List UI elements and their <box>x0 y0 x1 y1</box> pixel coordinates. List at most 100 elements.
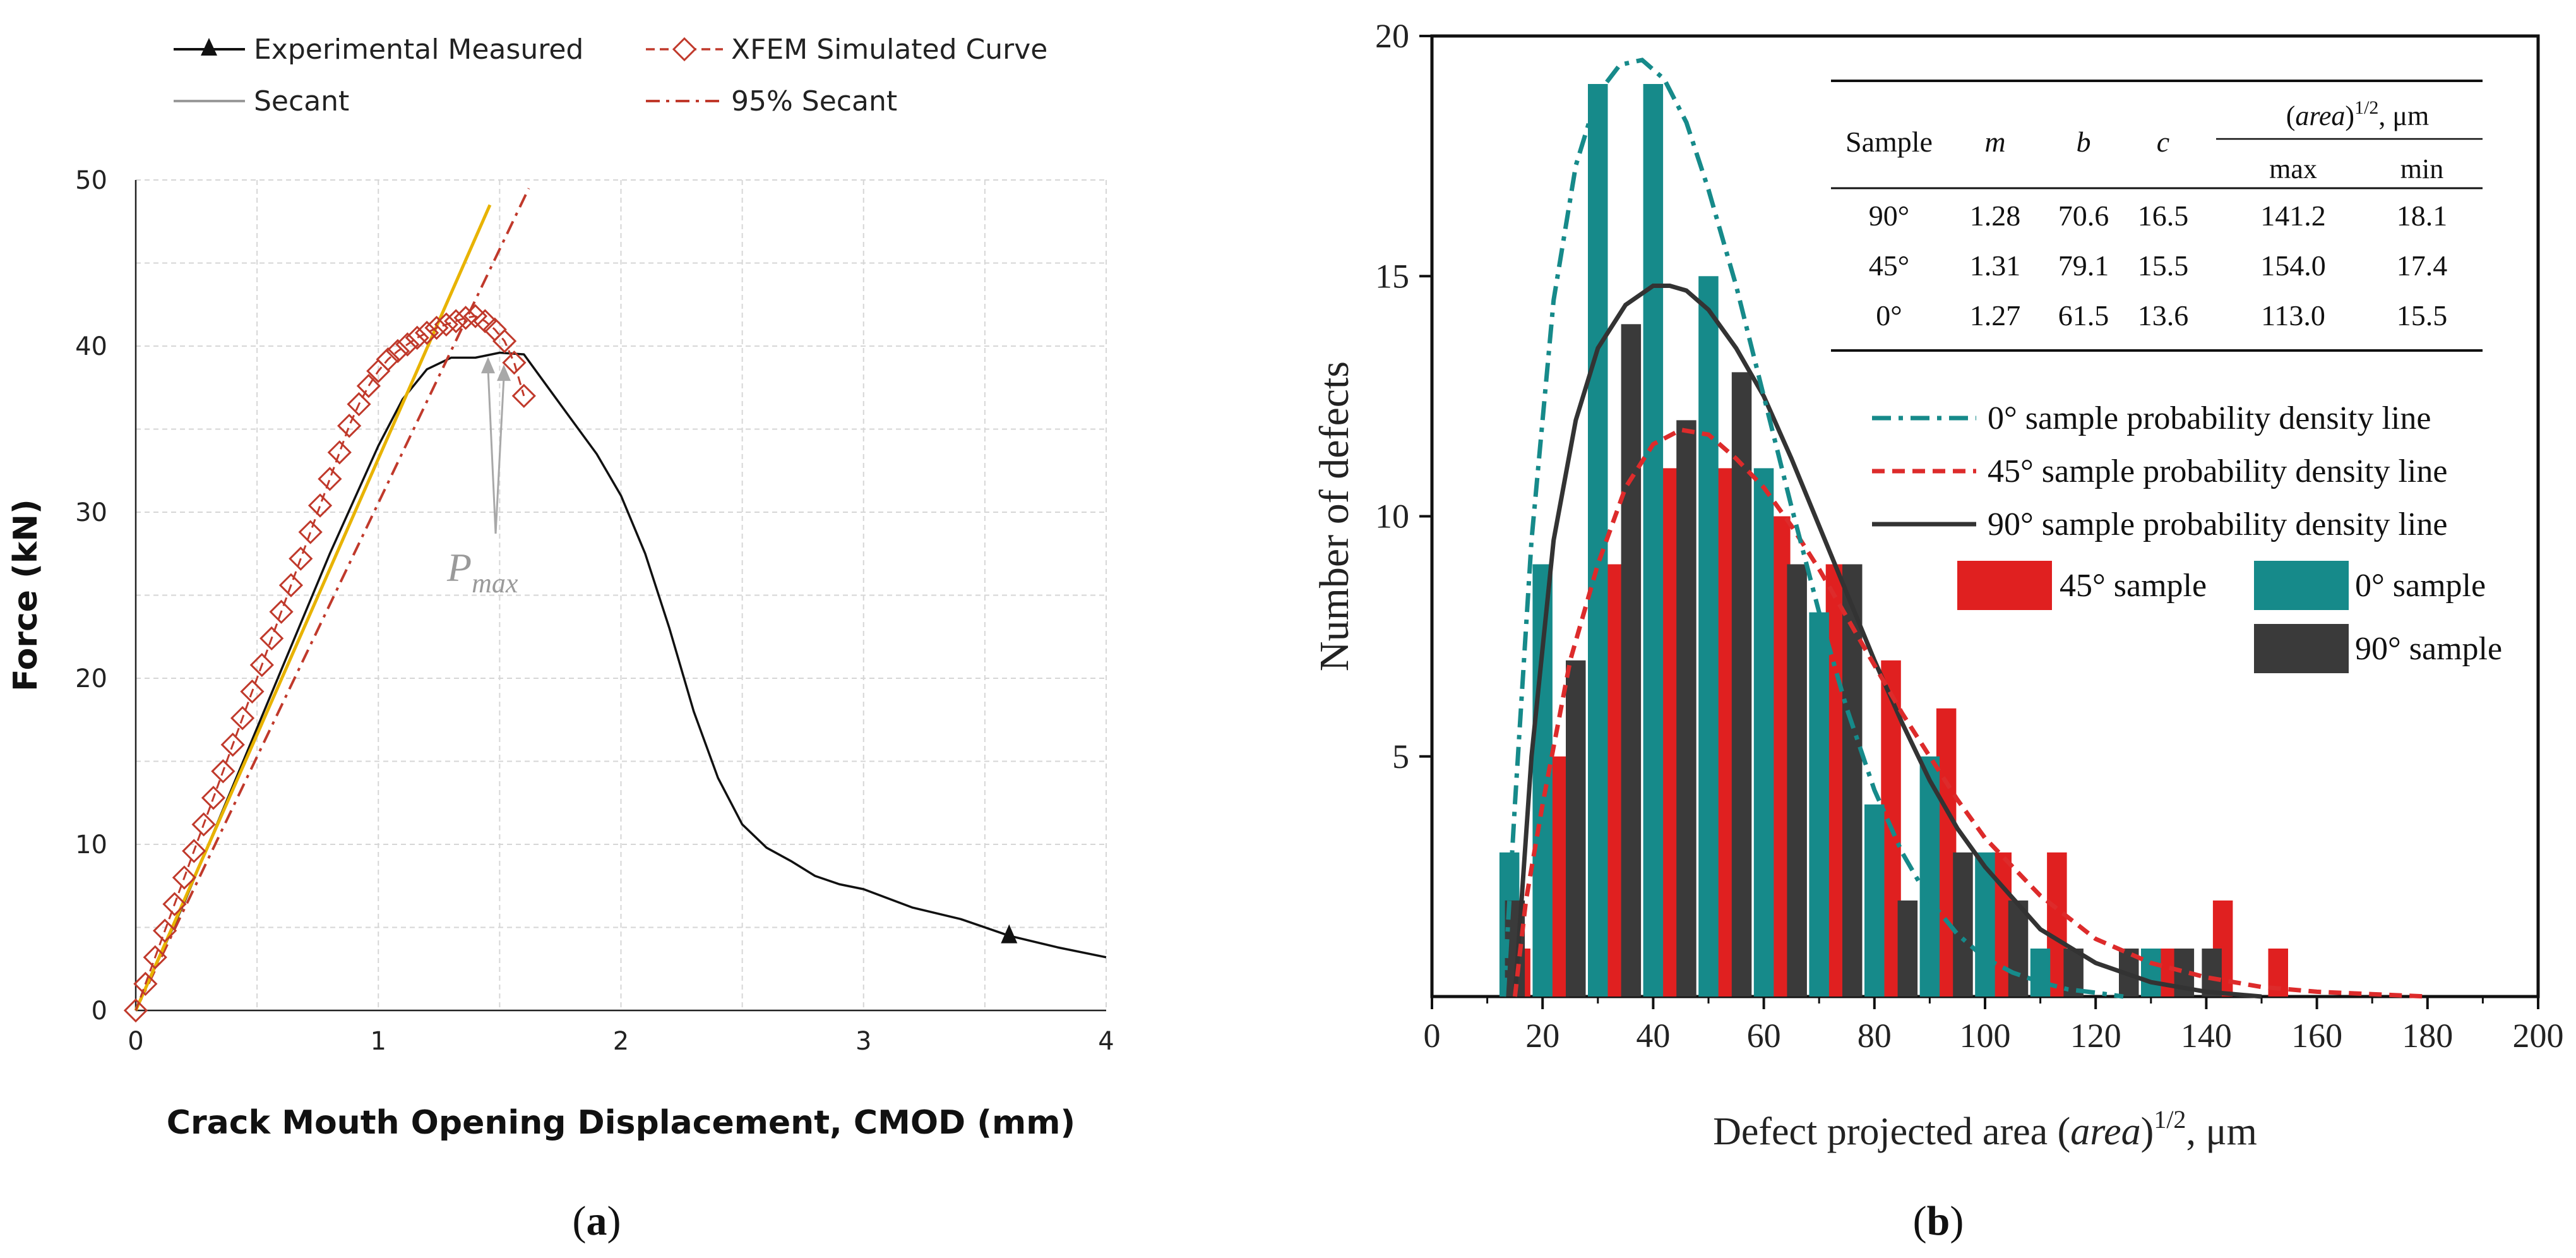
b-bar-45deg <box>1604 564 1625 997</box>
b-table-cell: 141.2 <box>2260 200 2326 232</box>
b-legend-90deg-label: 90° sample <box>2355 631 2502 667</box>
b-y-tick-label: 15 <box>1375 257 1409 295</box>
b-table-cell: 113.0 <box>2261 299 2325 332</box>
b-table-cell: 154.0 <box>2260 249 2326 282</box>
b-table-cell: 17.4 <box>2397 249 2448 282</box>
b-bar-90deg <box>1566 660 1586 997</box>
a-pmax-arrowhead <box>497 364 511 381</box>
b-bar-45deg <box>1825 564 1846 997</box>
b-x-tick-label: 140 <box>2181 1017 2232 1055</box>
b-x-tick-label: 40 <box>1636 1017 1670 1055</box>
a-xfem-marker <box>318 467 342 491</box>
b-table-cell: 1.28 <box>1970 200 2021 232</box>
b-table-header: Sample <box>1846 126 1933 158</box>
b-bar-0deg <box>2030 949 2051 997</box>
a-xfem-marker <box>298 520 323 544</box>
b-bar-90deg <box>2008 900 2029 997</box>
a-xfem-marker <box>230 705 255 731</box>
a-experimental-marker <box>1001 924 1018 944</box>
a-xfem-marker <box>385 338 410 364</box>
a-xfem-marker <box>152 918 177 943</box>
a-xfem-marker <box>240 679 265 704</box>
b-table-cell: 61.5 <box>2058 299 2109 332</box>
b-density-45deg-line <box>1512 427 2428 999</box>
a-gridlines <box>136 179 1107 1010</box>
a-xfem-marker <box>289 546 313 571</box>
a-xfem-marker <box>307 493 333 518</box>
b-table-cell: 90° <box>1869 200 1909 232</box>
a-pmax-arrowhead <box>481 357 496 374</box>
a-y-tick-label: 10 <box>75 830 107 860</box>
a-xfem-marker <box>123 998 148 1023</box>
a-xfem-marker <box>444 309 468 333</box>
b-legend-90deg-swatch <box>2254 624 2349 673</box>
a-xfem-marker <box>414 320 439 345</box>
captions: (a) (b) <box>573 1198 1964 1244</box>
b-bar-0deg <box>1698 276 1719 997</box>
a-x-tick-label: 2 <box>613 1027 629 1056</box>
b-legend-line-label: 0° sample probability density line <box>1988 400 2431 436</box>
a-xfem-marker <box>356 373 381 398</box>
a-xfem-marker <box>511 383 536 409</box>
b-density-90deg-line <box>1512 284 2262 999</box>
a-series-95-secant-line <box>134 188 530 1011</box>
b-table-cell: 70.6 <box>2058 200 2109 232</box>
b-table-cell: 13.6 <box>2138 299 2189 332</box>
b-table-background <box>1818 76 2494 360</box>
b-bar-0deg <box>1809 612 1829 997</box>
b-bar-45deg <box>2157 949 2178 997</box>
a-legend-experimental-marker <box>201 38 217 56</box>
a-y-axis-label: Force (kN) <box>7 499 45 692</box>
b-bar-45deg <box>1659 468 1680 997</box>
caption-b: (b) <box>1913 1198 1964 1244</box>
b-x-tick-label: 0 <box>1424 1017 1441 1055</box>
a-xfem-marker <box>376 347 400 372</box>
b-bar-45deg <box>1936 708 1957 997</box>
a-x-tick-label: 1 <box>371 1027 386 1056</box>
a-x-tick-label: 3 <box>856 1027 871 1056</box>
b-x-tick-label: 20 <box>1525 1017 1559 1055</box>
b-table-cell: 15.5 <box>2138 249 2189 282</box>
b-x-tick-label: 200 <box>2513 1017 2564 1055</box>
a-xfem-marker <box>492 328 517 354</box>
b-bar-0deg <box>1643 84 1664 997</box>
a-xfem-marker <box>162 892 187 916</box>
a-xfem-marker <box>327 440 352 465</box>
b-x-axis-label: Defect projected area (area)1/2, μm <box>1713 1105 2257 1153</box>
a-xfem-marker <box>182 839 206 863</box>
b-x-tick-label: 60 <box>1747 1017 1781 1055</box>
b-y-tick-label: 5 <box>1392 738 1409 776</box>
b-parameter-table: Sample m b c (area)1/2, μm max min 90° 1.28 70.6 1… <box>1818 76 2494 360</box>
b-bar-90deg <box>1731 372 1752 997</box>
a-legend-secant-label: Secant <box>254 85 349 117</box>
b-x-tick-label: 180 <box>2402 1017 2453 1055</box>
b-bar-0deg <box>1753 468 1774 997</box>
a-legend-xfem-marker <box>672 37 697 62</box>
b-bar-0deg <box>1919 756 1940 997</box>
b-table-cell: 79.1 <box>2058 249 2109 282</box>
caption-a: (a) <box>573 1198 621 1244</box>
a-legend-experimental-label: Experimental Measured <box>254 33 583 66</box>
b-x-tick-label: 160 <box>2291 1017 2342 1055</box>
a-xfem-marker <box>405 325 429 350</box>
b-table-cell: 0° <box>1876 299 1902 332</box>
a-y-tick-label: 0 <box>92 997 107 1026</box>
a-xfem-marker <box>259 626 284 651</box>
b-legend-45deg-label: 45° sample <box>2060 568 2207 604</box>
b-x-tick-label: 100 <box>1960 1017 2011 1055</box>
panel-b-chart: 0 20 40 60 80 100 120 140 160 180 200 5 10 15 20 Defect… <box>1311 17 2564 1153</box>
b-legend-line-label: 90° sample probability density line <box>1988 506 2447 542</box>
a-xfem-marker <box>347 392 371 417</box>
a-xfem-marker <box>269 599 294 624</box>
b-table-header: b <box>2077 126 2091 158</box>
b-bar-90deg <box>1621 324 1642 997</box>
b-table-subheader: max <box>2269 153 2317 184</box>
a-xfem-marker <box>143 945 167 969</box>
a-xfem-marker <box>337 414 362 438</box>
a-series-experimental-line <box>134 351 1107 1011</box>
b-table-cell: 1.27 <box>1970 299 2021 332</box>
b-y-tick-label: 20 <box>1375 17 1409 55</box>
a-x-tick-label: 0 <box>128 1027 143 1056</box>
a-xfem-marker <box>278 573 304 597</box>
